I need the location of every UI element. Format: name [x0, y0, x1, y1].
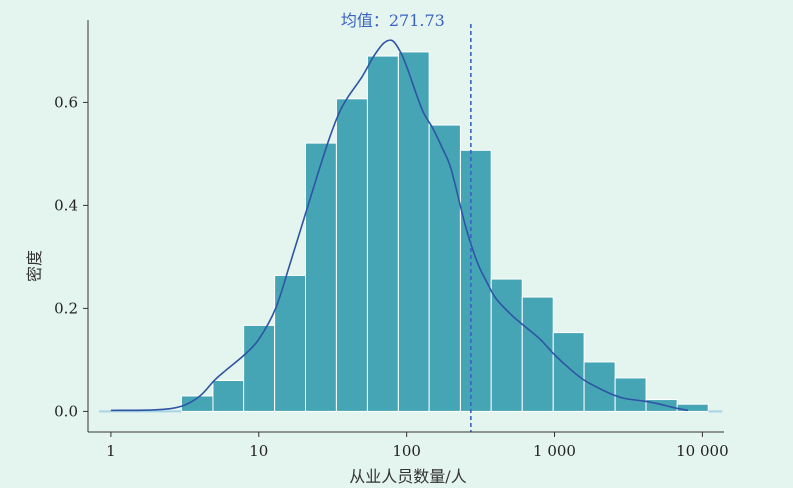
x-tick-label: 100	[392, 442, 421, 460]
y-tick-label: 0.0	[54, 402, 78, 420]
kde-curve	[110, 39, 689, 412]
histogram-bar	[521, 296, 554, 412]
x-tick-label: 1 000	[533, 442, 576, 460]
histogram-bar	[305, 142, 337, 412]
y-axis-title: 密度	[25, 250, 44, 282]
x-tick-label: 10 000	[676, 442, 729, 460]
x-tick-label: 10	[249, 442, 268, 460]
histogram-bar	[552, 332, 585, 412]
y-tick-label: 0.2	[54, 299, 78, 317]
histogram-bar	[645, 399, 678, 412]
axis-ticks: 0.0 0.2 0.4 0.6 1 10 100 1 000 10 000	[54, 93, 729, 460]
histogram-bar	[397, 51, 430, 412]
histogram-bar	[490, 278, 523, 412]
histogram-bar	[428, 124, 461, 412]
histogram-bar	[335, 98, 368, 412]
histogram-bars	[180, 51, 709, 412]
histogram-bar	[212, 380, 245, 412]
histogram-bar	[583, 361, 616, 412]
histogram-bar	[274, 274, 307, 412]
y-tick-label: 0.6	[54, 93, 78, 111]
histogram-bar	[676, 403, 709, 412]
x-tick-label: 1	[106, 442, 116, 460]
histogram-bar	[366, 55, 399, 412]
histogram-bar	[614, 377, 647, 412]
y-tick-label: 0.4	[54, 196, 78, 214]
x-axis-title: 从业人员数量/人	[349, 467, 466, 486]
mean-label: 均值：271.73	[341, 11, 445, 30]
